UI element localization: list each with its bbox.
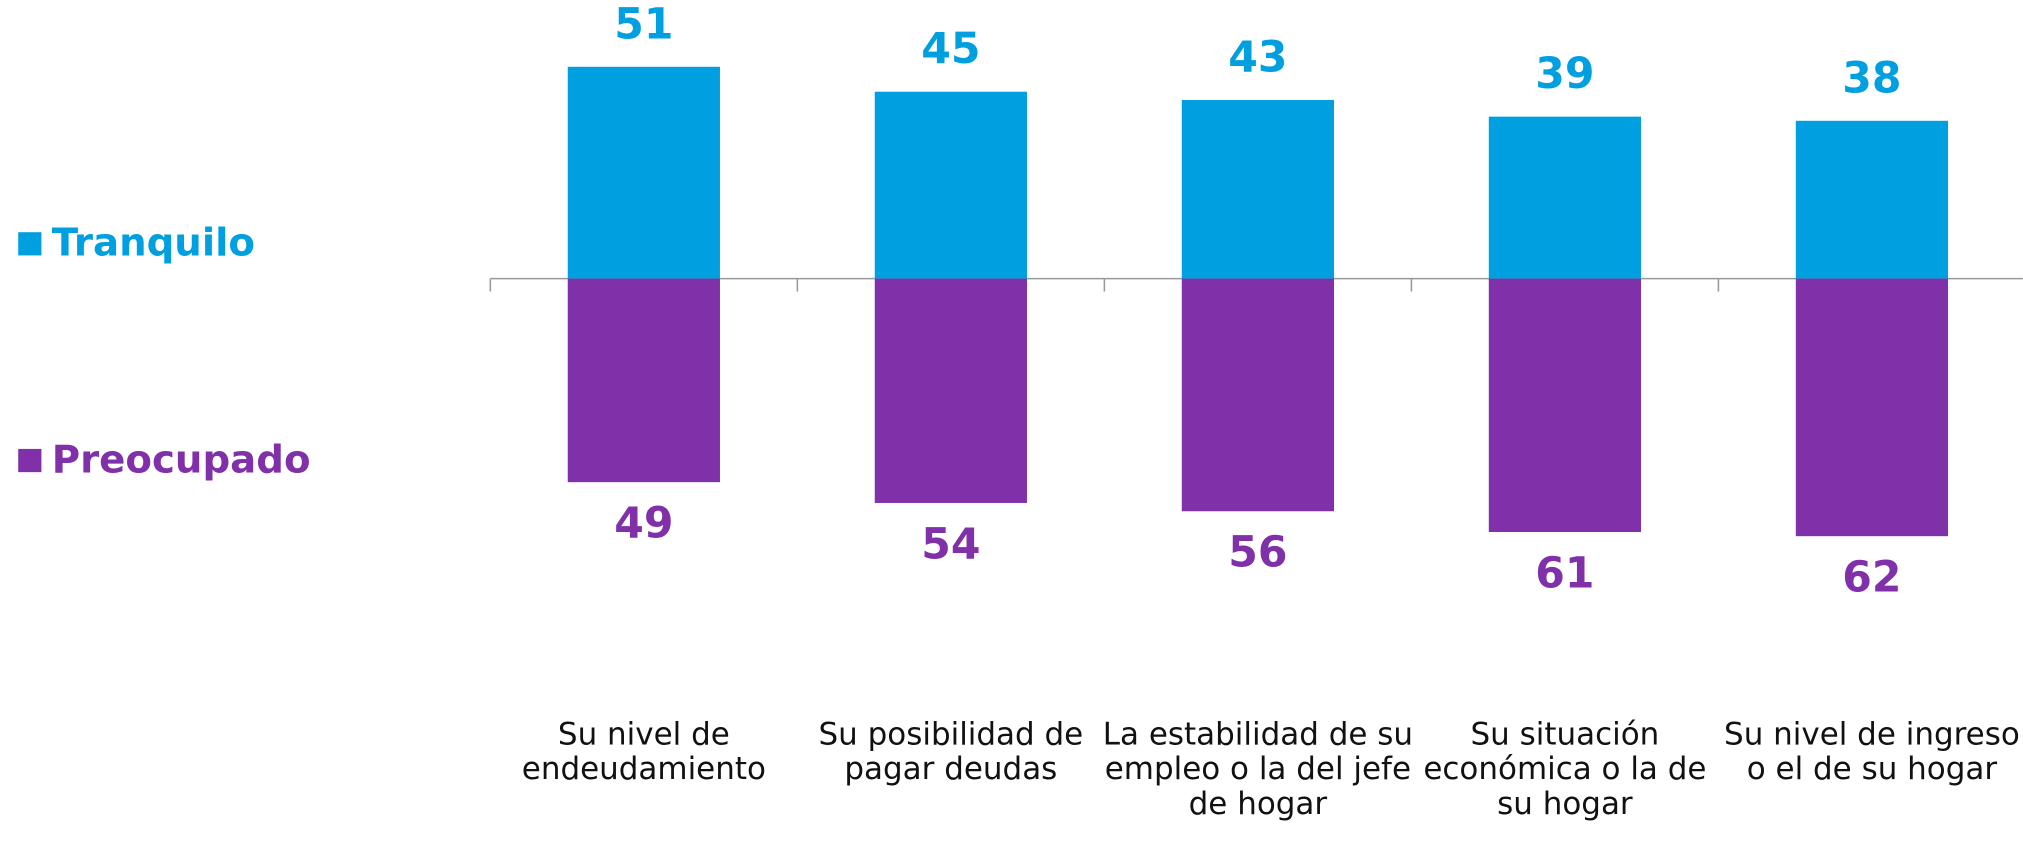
category-label-box: Su situación económica o la de su hogar [1423,717,1707,822]
value-label: 43 [1228,33,1287,83]
bar [1795,120,1949,279]
value-label: 62 [1842,553,1901,603]
legend-label: Tranquilo [52,221,255,266]
value-label: 61 [1535,548,1594,598]
legend-swatch [18,232,42,256]
bar [874,91,1027,279]
bar [1181,278,1334,512]
x-tick-label: Su nivel de endeudamiento [521,717,766,787]
x-tick-label: Su situación económica o la de su hogar [1423,717,1707,822]
bar [567,66,720,279]
x-tick-label: La estabilidad de su empleo o la del jef… [1102,717,1413,822]
bar [1181,100,1334,279]
legend-label: Preocupado [52,437,311,482]
category-label-box: Su nivel de ingreso o el de su hogar [1724,717,2020,787]
value-label: 51 [614,0,673,49]
bar [567,278,720,483]
x-tick-label: Su posibilidad de pagar deudas [818,717,1084,787]
value-label: 45 [921,24,980,74]
legend-swatch [18,448,42,473]
value-label: 54 [921,519,980,569]
category-label-box: Su posibilidad de pagar deudas [818,717,1084,787]
value-label: 49 [614,499,673,549]
value-label: 39 [1535,49,1594,99]
value-label: 38 [1842,53,1901,103]
bar [874,278,1027,503]
x-tick-label: Su nivel de ingreso o el de su hogar [1724,717,2020,787]
value-label: 56 [1228,528,1287,578]
category-label-box: Su nivel de endeudamiento [521,717,766,787]
category-label-box: La estabilidad de su empleo o la del jef… [1102,717,1413,822]
bar [1795,278,1949,537]
bar [1488,278,1642,533]
bar [1488,116,1642,279]
